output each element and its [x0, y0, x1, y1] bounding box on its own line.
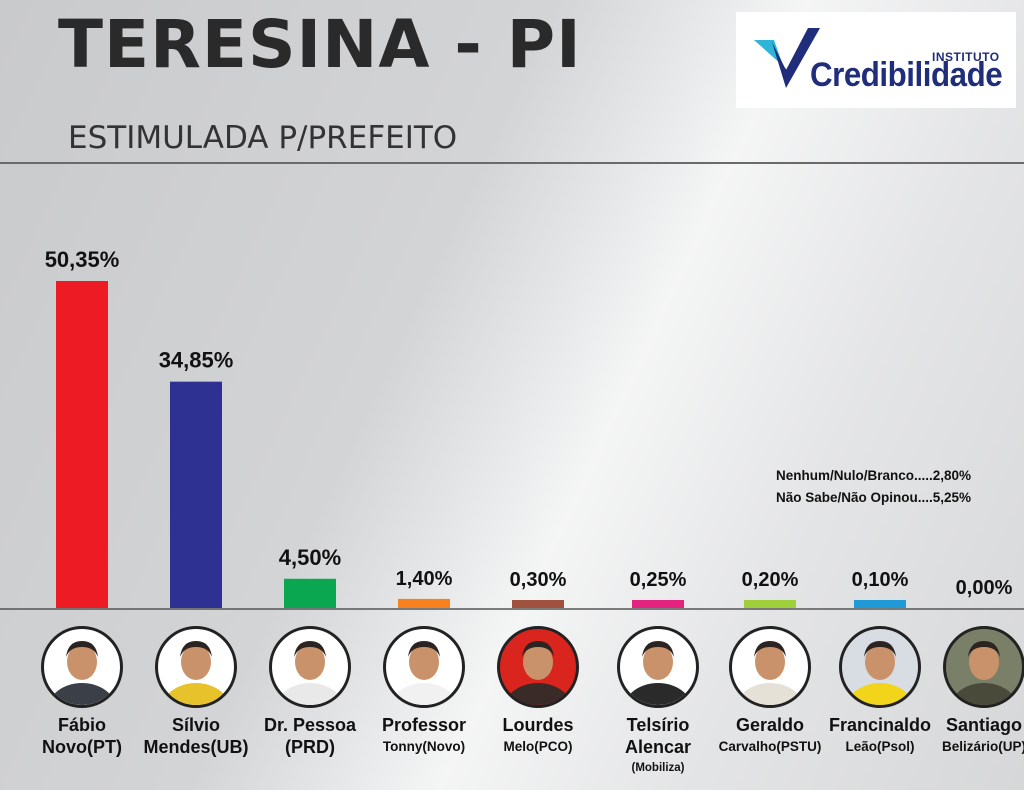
candidate-photo: [839, 626, 921, 708]
chart-title: TERESINA - PI: [58, 6, 582, 83]
bar-8: [854, 600, 906, 608]
candidate-name-line1: Sílvio: [171, 715, 220, 735]
data-label-6: 0,25%: [630, 569, 687, 591]
candidate-name-line1: Santiago: [945, 715, 1022, 735]
person-icon: [736, 641, 804, 705]
bar-7: [744, 600, 796, 608]
data-label-3: 4,50%: [279, 545, 341, 570]
person-icon: [624, 641, 692, 705]
candidate-photo: [269, 626, 351, 708]
candidate-photo: [617, 626, 699, 708]
candidate-card-1: Fábio Novo(PT): [24, 626, 140, 758]
bar-2: [170, 381, 222, 608]
note-none-null-blank: Nenhum/Nulo/Branco.....2,80%: [776, 468, 972, 483]
bar-6: [632, 600, 684, 608]
candidate-card-7: Geraldo Carvalho(PSTU): [712, 626, 828, 758]
candidate-photo: [155, 626, 237, 708]
logo-brand-text: Credibilidade: [810, 56, 1003, 94]
person-icon: [48, 641, 116, 705]
data-label-9: 0,00%: [956, 577, 1013, 599]
person-icon: [950, 641, 1018, 705]
candidate-name-line3: (Mobiliza): [631, 762, 685, 774]
header-divider: [0, 162, 1024, 164]
candidate-photo: [383, 626, 465, 708]
bar-4: [398, 598, 450, 608]
person-icon: [846, 641, 914, 705]
candidate-name-line1: Geraldo: [735, 715, 805, 735]
candidate-name-line1: Telsírio: [626, 715, 690, 735]
logo-institute-text: INSTITUTO: [932, 50, 1000, 64]
credibilidade-logo: INSTITUTO Credibilidade: [736, 12, 1016, 108]
bar-1: [56, 281, 108, 608]
data-label-5: 0,30%: [510, 569, 567, 591]
candidate-name-line1: Lourdes: [502, 715, 574, 735]
person-icon: [162, 641, 230, 705]
candidate-card-8: Francinaldo Leão(Psol): [822, 626, 938, 758]
data-label-1: 50,35%: [45, 247, 120, 272]
data-label-7: 0,20%: [742, 569, 799, 591]
data-label-4: 1,40%: [396, 568, 453, 590]
note-dont-know: Não Sabe/Não Opinou....5,25%: [776, 490, 972, 505]
candidate-photo: [943, 626, 1024, 708]
candidate-photo: [497, 626, 579, 708]
candidate-card-9: Santiago Belizário(UP): [934, 626, 1024, 758]
candidate-name-line1: Dr. Pessoa: [263, 715, 357, 735]
chart-subtitle: ESTIMULADA P/PREFEITO: [68, 120, 458, 156]
candidate-name-line1: Francinaldo: [828, 715, 931, 735]
candidate-name-line2: Mendes(UB): [143, 737, 249, 757]
candidate-name-line1: Fábio: [58, 715, 106, 735]
candidate-name-line2: Alencar: [624, 737, 692, 757]
candidate-name-line2: (PRD): [285, 737, 335, 757]
candidate-card-2: Sílvio Mendes(UB): [138, 626, 254, 758]
candidate-card-3: Dr. Pessoa (PRD): [252, 626, 368, 758]
candidate-name-line2: Novo(PT): [42, 737, 122, 757]
person-icon: [504, 641, 572, 705]
candidate-card-6: Telsírio Alencar (Mobiliza): [600, 626, 716, 778]
candidate-card-4: Professor Tonny(Novo): [366, 626, 482, 758]
candidate-photo: [729, 626, 811, 708]
data-label-8: 0,10%: [852, 569, 909, 591]
person-icon: [276, 641, 344, 705]
candidate-name-line2: Leão(Psol): [845, 739, 915, 754]
check-logo-icon: [754, 28, 820, 88]
candidate-name-line2: Carvalho(PSTU): [718, 739, 822, 754]
person-icon: [390, 641, 458, 705]
bar-3: [284, 578, 336, 608]
candidate-card-5: Lourdes Melo(PCO): [480, 626, 596, 758]
candidate-name-line2: Belizário(UP): [941, 739, 1024, 754]
bar-5: [512, 600, 564, 608]
data-label-2: 34,85%: [159, 348, 234, 373]
candidate-name-line2: Melo(PCO): [503, 739, 573, 754]
candidate-name-line2: Tonny(Novo): [382, 739, 466, 754]
candidate-name-line1: Professor: [381, 715, 467, 735]
candidate-photo: [41, 626, 123, 708]
